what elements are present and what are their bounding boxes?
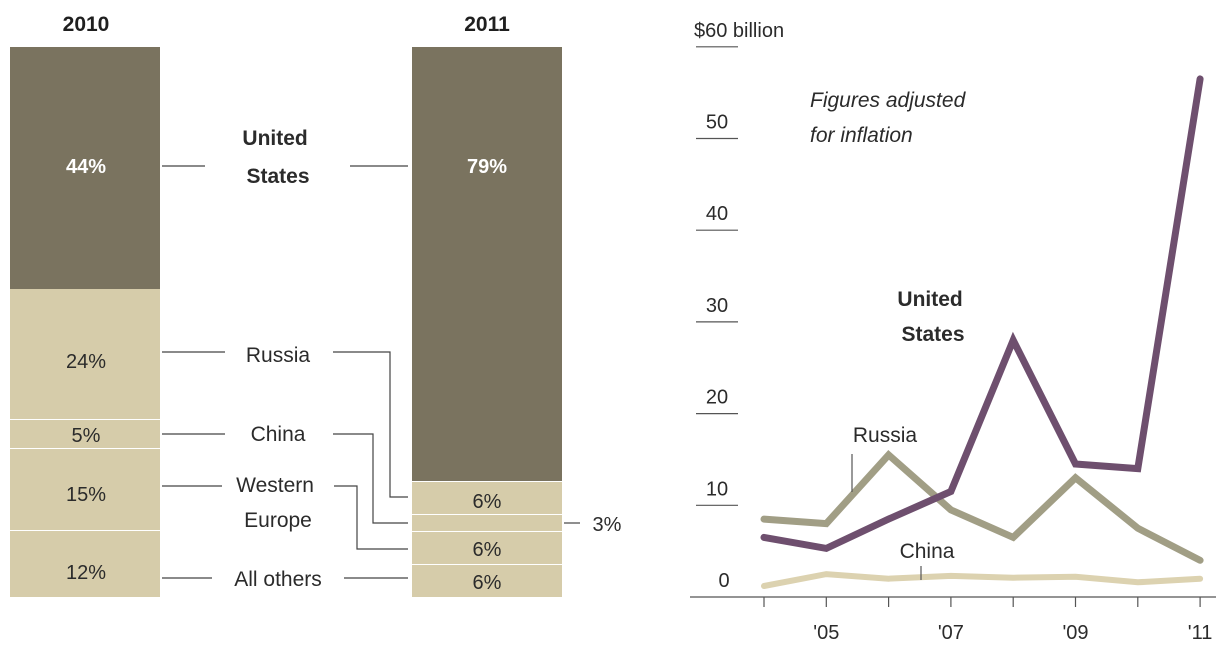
category-label-united-states-line2: States [246,165,309,188]
category-label-western-europe-line1: Western [236,474,314,497]
bar-2010-all-others-label: 12% [66,562,106,584]
connector-russia-right [333,351,408,498]
x-tick-label: '05 [813,622,839,644]
category-label-western-europe-line2: Europe [244,509,312,532]
bar-2011-all-others-label: 6% [473,572,502,594]
y-tick-label: 40 [706,203,728,225]
bar-2010-all-others [10,531,160,597]
x-tick-label: '07 [938,622,964,644]
bar-2011-all-others [412,565,562,597]
y-tick-label: 20 [706,387,728,409]
inflation-note: Figures adjusted for inflation [810,89,971,147]
category-label-western-europe: Western Europe [236,474,320,532]
category-label-russia: Russia [246,344,311,367]
x-tick-label: '09 [1062,622,1088,644]
category-label-all-others: All others [234,568,322,591]
line-label-russia: Russia [853,424,918,447]
bar-2011-china-label: 3% [593,514,622,536]
bar-2011-western-europe [412,532,562,564]
bar-year-2011: 2011 [464,13,510,36]
bar-2010-china [10,420,160,448]
y-tick-label: 50 [706,112,728,134]
line-label-china: China [900,540,955,563]
line-chart-panel: 0 10 20 30 40 50 $60 billion '05 '07 '09 '11 Figu… [690,20,1216,644]
x-axis-ticks: '05 '07 '09 '11 [763,597,1213,644]
line-series-russia [760,449,1204,564]
bar-2010-russia-label: 24% [66,351,106,373]
category-label-china: China [251,423,306,446]
inflation-note-line2: for inflation [810,124,913,147]
bar-2011-western-europe-label: 6% [473,539,502,561]
y-tick-label: 10 [706,478,728,500]
line-label-united-states-line2: States [901,323,964,346]
y-tick-label: $60 billion [694,20,784,42]
bar-2011-united-states [412,47,562,481]
category-label-united-states: United States [242,127,313,188]
bar-2010-china-label: 5% [72,425,101,447]
bar-2010-russia [10,289,160,419]
bar-2010-united-states-label: 44% [66,156,106,178]
bar-2011-russia-label: 6% [473,491,502,513]
bar-2011-china [412,515,562,531]
share-bars-panel: 2010 2011 44% 24% 5% 15% 12% 79% 6% 3% 6… [10,13,622,597]
y-tick-label: 0 [718,570,729,592]
bar-2011-russia [412,482,562,514]
bar-2010-united-states [10,47,160,289]
connector-china-right [333,433,408,524]
bar-2010-western-europe [10,449,160,530]
category-label-united-states-line1: United [242,127,307,150]
x-tick-label: '11 [1188,622,1213,644]
bar-2010-western-europe-label: 15% [66,484,106,506]
line-series-china [761,571,1204,589]
line-series-united-states [760,75,1204,553]
connector-western-europe-right [334,485,408,550]
y-tick-label: 30 [706,295,728,317]
bar-year-2010: 2010 [63,13,110,36]
line-label-united-states-line1: United [897,288,962,311]
y-axis-ticks: 0 10 20 30 40 50 $60 billion [694,20,784,592]
line-label-united-states: United States [897,288,968,346]
bar-2011-united-states-label: 79% [467,156,507,178]
inflation-note-line1: Figures adjusted [810,89,967,112]
